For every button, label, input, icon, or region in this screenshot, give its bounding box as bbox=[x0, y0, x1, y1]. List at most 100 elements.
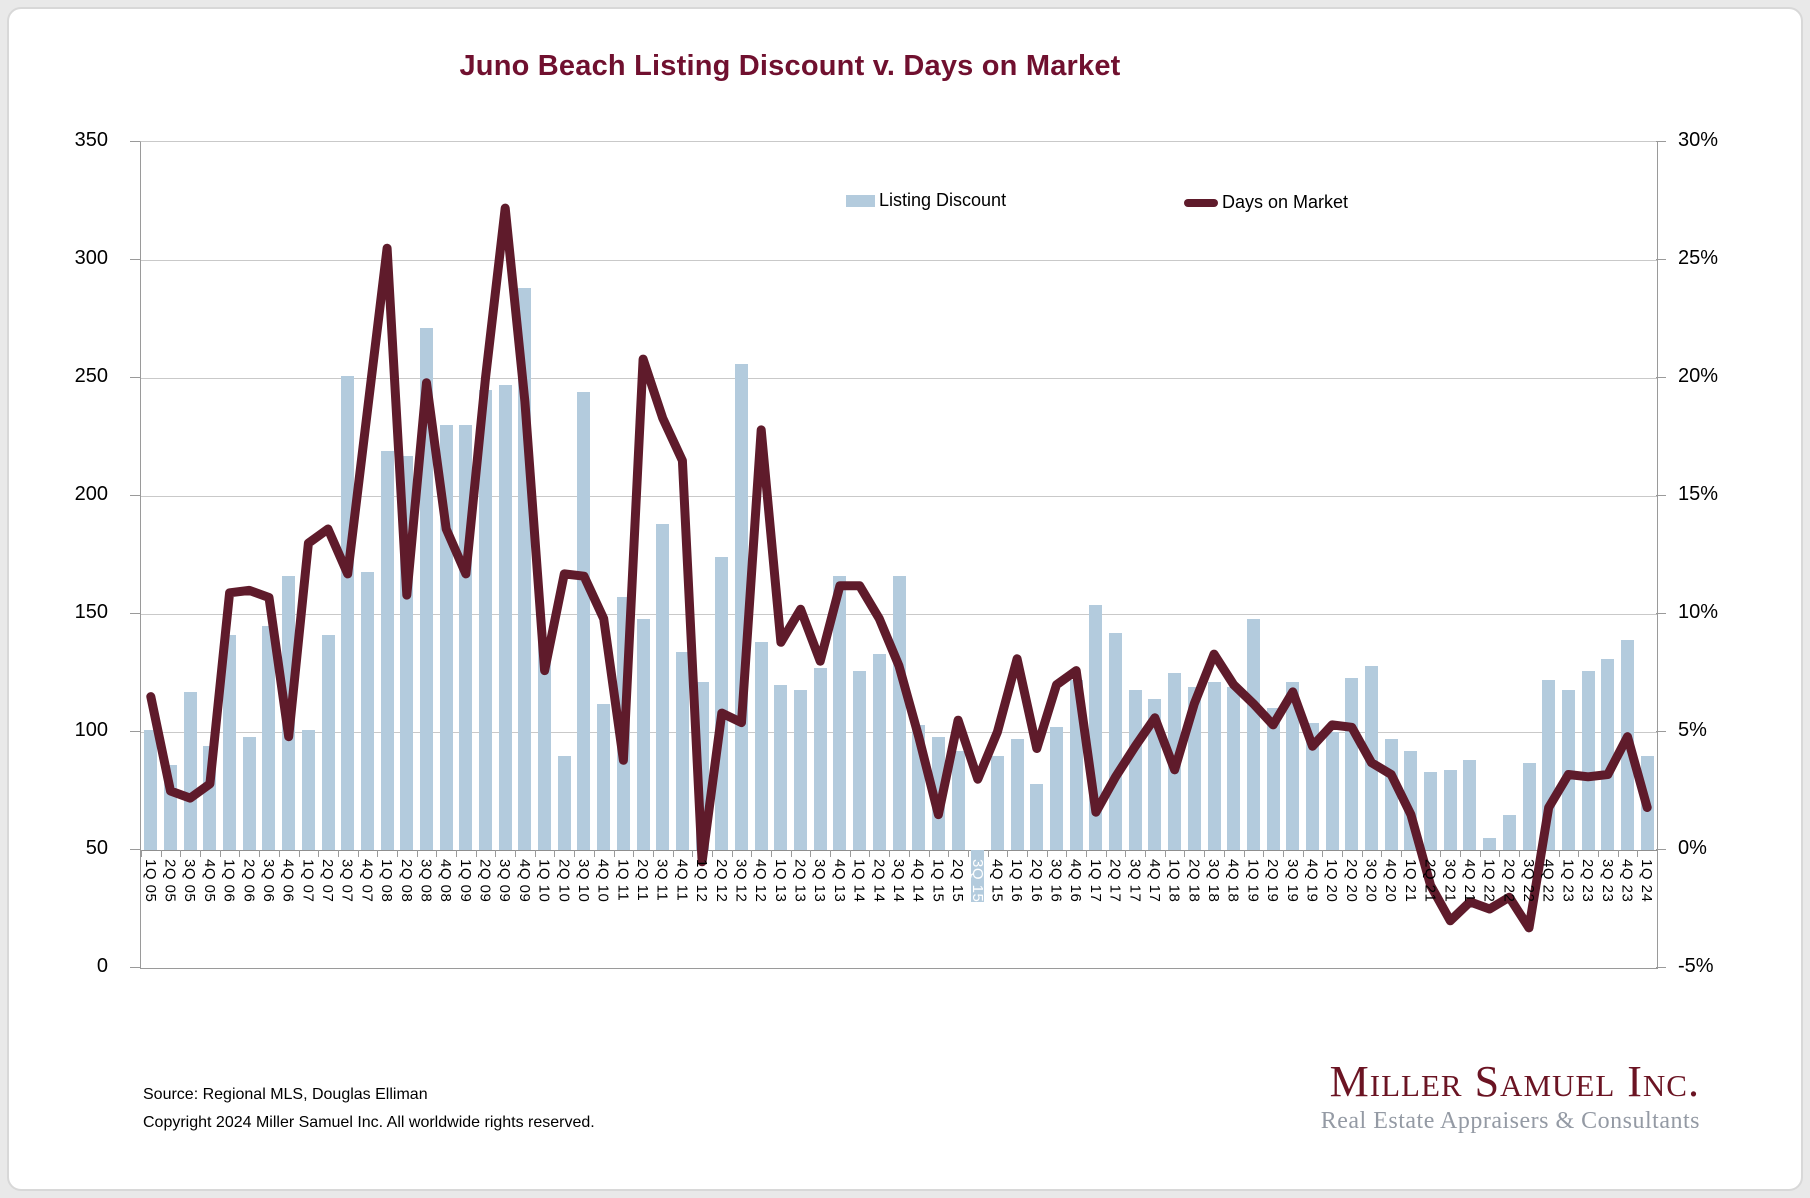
x-axis-tick bbox=[298, 850, 300, 857]
x-axis-label: 2Q 14 bbox=[870, 859, 888, 903]
x-axis-label: 3Q 15 bbox=[968, 859, 986, 903]
bar-listing-discount bbox=[1246, 618, 1260, 850]
bar-listing-discount bbox=[1325, 732, 1339, 850]
x-axis-label: 4Q 18 bbox=[1224, 859, 1242, 903]
x-axis-tick bbox=[751, 850, 753, 857]
bar-listing-discount bbox=[498, 385, 512, 850]
left-axis-tick-label: 200 bbox=[74, 483, 108, 505]
x-axis-label: 4Q 13 bbox=[830, 859, 848, 903]
bar-listing-discount bbox=[1502, 814, 1516, 850]
x-axis-tick bbox=[1125, 850, 1127, 857]
x-axis-label: 2Q 15 bbox=[949, 859, 967, 903]
x-axis-label: 3Q 07 bbox=[338, 859, 356, 903]
right-axis-tick bbox=[1656, 731, 1666, 732]
left-axis-tick-label: 0 bbox=[96, 955, 108, 977]
source-note: Source: Regional MLS, Douglas Elliman bbox=[143, 1086, 428, 1103]
x-axis-tick bbox=[1519, 850, 1521, 857]
x-axis-tick bbox=[652, 850, 654, 857]
gridline bbox=[141, 259, 1657, 261]
left-axis-tick-label: 300 bbox=[74, 247, 108, 269]
x-axis-tick bbox=[948, 850, 950, 857]
bar-listing-discount bbox=[813, 668, 827, 850]
right-axis-tick bbox=[1656, 849, 1666, 850]
x-axis-tick bbox=[160, 850, 162, 857]
x-axis-label: 2Q 17 bbox=[1106, 859, 1124, 903]
left-axis-tick-label: 150 bbox=[74, 601, 108, 623]
x-axis-label: 1Q 09 bbox=[456, 859, 474, 903]
x-axis-tick bbox=[416, 850, 418, 857]
x-axis-tick bbox=[377, 850, 379, 857]
x-axis-tick bbox=[141, 850, 142, 857]
x-axis-label: 2Q 21 bbox=[1421, 859, 1439, 903]
x-axis-label: 1Q 12 bbox=[693, 859, 711, 903]
x-axis-tick bbox=[1263, 850, 1265, 857]
bar-listing-discount bbox=[360, 571, 374, 850]
left-axis-tick bbox=[130, 849, 140, 850]
x-axis-tick bbox=[830, 850, 832, 857]
left-axis-tick-label: 100 bbox=[74, 719, 108, 741]
right-axis-tick-label: 5% bbox=[1678, 719, 1707, 741]
x-axis-label: 2Q 19 bbox=[1264, 859, 1282, 903]
x-axis-label: 2Q 06 bbox=[240, 859, 258, 903]
left-axis-tick bbox=[130, 141, 140, 142]
x-axis-tick bbox=[1401, 850, 1403, 857]
x-axis-label: 3Q 10 bbox=[574, 859, 592, 903]
x-axis-label: 4Q 12 bbox=[752, 859, 770, 903]
x-axis-tick bbox=[987, 850, 989, 857]
logo-tagline: Real Estate Appraisers & Consultants bbox=[1320, 1108, 1700, 1134]
x-axis-label: 4Q 10 bbox=[594, 859, 612, 903]
company-logo: Miller Samuel Inc. Real Estate Appraiser… bbox=[1250, 1058, 1700, 1136]
chart-title: Juno Beach Listing Discount v. Days on M… bbox=[459, 50, 1121, 82]
line-days-on-market bbox=[146, 203, 1652, 933]
right-axis-tick bbox=[1656, 141, 1666, 142]
logo-company-name: Miller Samuel Inc. bbox=[1329, 1057, 1700, 1106]
bar-listing-discount bbox=[853, 670, 867, 850]
x-axis-label: 3Q 11 bbox=[653, 859, 671, 902]
x-axis-label: 4Q 05 bbox=[200, 859, 218, 903]
x-axis-tick bbox=[495, 850, 497, 857]
x-axis-label: 4Q 22 bbox=[1539, 859, 1557, 903]
bar-listing-discount bbox=[734, 363, 748, 850]
x-axis-label: 1Q 11 bbox=[614, 859, 632, 902]
x-axis-tick bbox=[1637, 850, 1639, 857]
x-axis-tick bbox=[278, 850, 280, 857]
bar-listing-discount bbox=[1128, 689, 1142, 850]
x-axis-tick bbox=[436, 850, 438, 857]
x-axis-tick bbox=[1597, 850, 1599, 857]
x-axis-tick bbox=[219, 850, 221, 857]
bar-listing-discount bbox=[1345, 677, 1359, 850]
x-axis-tick bbox=[515, 850, 517, 857]
bar-listing-discount bbox=[1522, 762, 1536, 850]
left-axis-tick-label: 50 bbox=[85, 837, 108, 859]
x-axis-label: 4Q 20 bbox=[1382, 859, 1400, 903]
x-axis-tick bbox=[259, 850, 261, 857]
bar-listing-discount bbox=[1109, 632, 1123, 850]
bar-listing-discount bbox=[1207, 682, 1221, 850]
bar-listing-discount bbox=[1463, 760, 1477, 850]
bar-listing-discount bbox=[538, 639, 552, 850]
bar-listing-discount bbox=[794, 689, 808, 850]
x-axis-label: 4Q 07 bbox=[358, 859, 376, 903]
gridline bbox=[141, 849, 1657, 851]
x-axis-tick bbox=[357, 850, 359, 857]
right-axis-tick-label: 25% bbox=[1678, 247, 1719, 269]
bar-listing-discount bbox=[597, 703, 611, 850]
x-axis-label: 3Q 13 bbox=[811, 859, 829, 903]
x-axis-label: 1Q 16 bbox=[1008, 859, 1026, 903]
x-axis-label: 2Q 10 bbox=[555, 859, 573, 903]
x-axis-tick bbox=[1184, 850, 1186, 857]
x-axis-label: 3Q 05 bbox=[181, 859, 199, 903]
bar-listing-discount bbox=[1424, 772, 1438, 850]
bar-listing-discount bbox=[715, 557, 729, 850]
bar-listing-discount bbox=[754, 642, 768, 850]
x-axis-tick bbox=[1657, 850, 1658, 857]
x-axis-tick bbox=[1617, 850, 1619, 857]
bar-listing-discount bbox=[341, 375, 355, 850]
x-axis-tick bbox=[318, 850, 320, 857]
left-axis-tick-label: 250 bbox=[74, 365, 108, 387]
right-axis-tick-label: 30% bbox=[1678, 129, 1719, 151]
x-axis-tick bbox=[1381, 850, 1383, 857]
bar-listing-discount bbox=[1384, 739, 1398, 850]
x-axis-label: 2Q 23 bbox=[1579, 859, 1597, 903]
x-axis-tick bbox=[475, 850, 477, 857]
